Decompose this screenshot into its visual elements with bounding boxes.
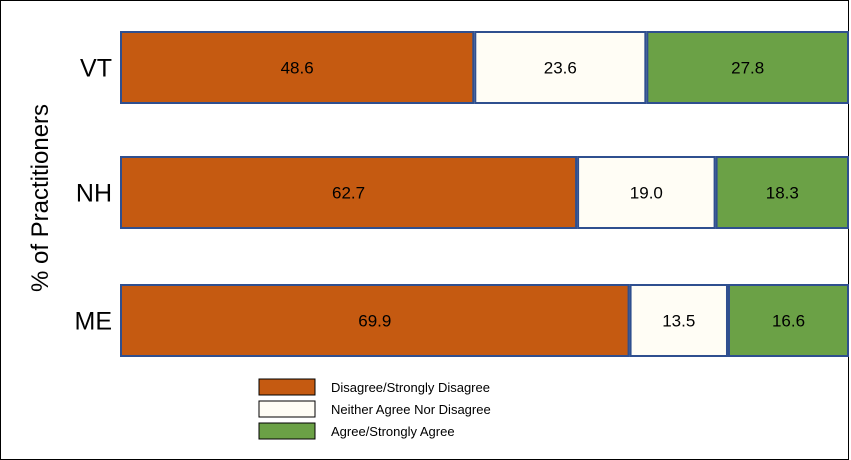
bars-group: 48.6 23.6 27.8 62.7 19.0 18.3 69.9 13.5 16.6 <box>120 31 850 357</box>
category-label-vt: VT <box>80 55 112 83</box>
bar-segment-nh-series-1 <box>120 156 578 229</box>
legend-swatch-2 <box>258 400 316 418</box>
legend-swatch-3 <box>258 422 316 440</box>
bar-segment-vt-series-2 <box>474 31 647 104</box>
bar-segment-vt-series-1 <box>120 31 475 104</box>
category-labels: VT NH ME <box>75 55 113 336</box>
data-label-vt-series-3: 27.8 <box>731 59 764 78</box>
data-label-me-series-2: 13.5 <box>662 312 695 331</box>
legend: Disagree/Strongly Disagree Neither Agree … <box>258 378 491 440</box>
bar-segment-me-series-3 <box>727 284 850 357</box>
data-label-nh-series-3: 18.3 <box>766 184 799 203</box>
data-label-nh-series-2: 19.0 <box>630 184 663 203</box>
category-label-nh: NH <box>76 180 112 208</box>
data-label-me-series-1: 69.9 <box>358 312 391 331</box>
legend-label-2: Neither Agree Nor Disagree <box>331 402 491 417</box>
data-label-vt-series-2: 23.6 <box>544 59 577 78</box>
legend-swatch-1 <box>258 378 316 396</box>
data-label-nh-series-1: 62.7 <box>332 184 365 203</box>
data-label-vt-series-1: 48.6 <box>281 59 314 78</box>
y-axis-label: % of Practitioners <box>27 104 54 292</box>
legend-label-1: Disagree/Strongly Disagree <box>331 380 490 395</box>
category-label-me: ME <box>75 308 113 336</box>
legend-label-3: Agree/Strongly Agree <box>331 424 455 439</box>
bar-segment-me-series-2 <box>629 284 728 357</box>
bar-segment-nh-series-2 <box>577 156 716 229</box>
data-label-me-series-3: 16.6 <box>772 312 805 331</box>
bar-segment-me-series-1 <box>120 284 630 357</box>
bar-segment-nh-series-3 <box>715 156 850 229</box>
bar-segment-vt-series-3 <box>646 31 850 104</box>
